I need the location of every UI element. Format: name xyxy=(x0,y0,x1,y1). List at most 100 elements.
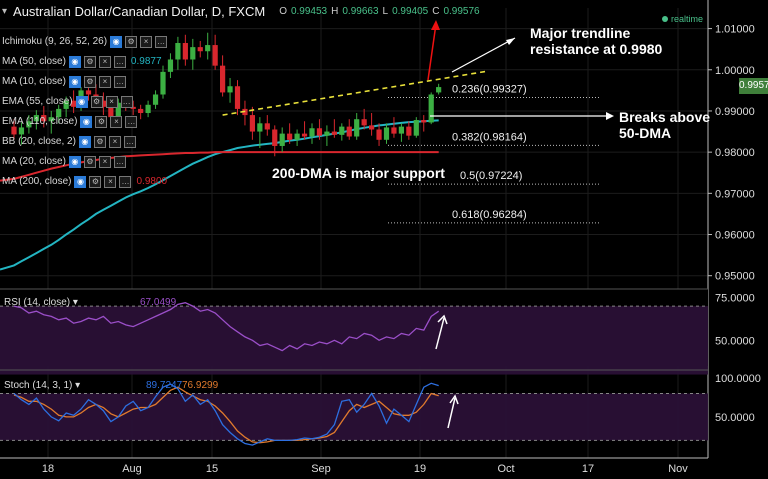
candle-body xyxy=(167,59,174,72)
price-tick-label: 0.98000 xyxy=(715,147,755,159)
indicator-row-ma20[interactable]: MA (20, close) ◉ ⚙ ×… xyxy=(2,154,131,169)
indicator-label: EMA (110, close) xyxy=(2,116,78,127)
settings-icon[interactable]: ⚙ xyxy=(83,75,96,88)
candle-body xyxy=(413,120,419,136)
more-icon[interactable]: … xyxy=(113,155,126,168)
more-icon[interactable]: … xyxy=(125,115,138,128)
rsi-band xyxy=(0,306,708,375)
time-tick-label: 18 xyxy=(42,463,54,475)
indicator-row-ema55[interactable]: EMA (55, close) ◉ ⚙ ×… xyxy=(2,94,138,109)
rsi-panel: 75.0000 50.0000 RSI (14, close) ▾ 67.0499 xyxy=(0,288,755,375)
indicator-row-ma200[interactable]: MA (200, close) ◉ ⚙ ×… 0.9800 xyxy=(2,174,167,189)
settings-icon[interactable]: ⚙ xyxy=(125,35,138,48)
arrowhead-trendline-note xyxy=(506,38,515,45)
candle-body xyxy=(205,45,211,52)
candle-body xyxy=(145,104,151,114)
indicator-row-bb[interactable]: BB (20, close, 2) ◉ ⚙ ×… xyxy=(2,134,141,149)
candle-body xyxy=(346,126,352,137)
realtime-dot-icon xyxy=(662,16,668,22)
eye-icon[interactable]: ◉ xyxy=(80,115,93,128)
close-label: C xyxy=(432,5,440,17)
indicator-row-ichimoku[interactable]: Ichimoku (9, 26, 52, 26) ◉ ⚙ ×… xyxy=(2,34,172,49)
candle-body xyxy=(421,120,427,123)
settings-icon[interactable]: ⚙ xyxy=(89,175,102,188)
indicator-label: MA (200, close) xyxy=(2,176,72,187)
ohlc-readout: O 0.99453 H 0.99663 L 0.99405 C 0.99576 xyxy=(279,6,479,17)
price-tick-label: 0.99000 xyxy=(715,106,755,118)
settings-icon[interactable]: ⚙ xyxy=(93,135,106,148)
candle-body xyxy=(220,65,226,93)
candle-body xyxy=(331,131,337,135)
eye-icon[interactable]: ◉ xyxy=(75,95,88,108)
close-icon[interactable]: × xyxy=(105,95,118,108)
candle-body xyxy=(41,115,47,122)
candle-body xyxy=(339,126,345,135)
close-icon[interactable]: × xyxy=(140,35,153,48)
price-tick-label: 0.96000 xyxy=(715,230,755,242)
more-icon[interactable]: … xyxy=(120,95,133,108)
time-tick-label: 19 xyxy=(414,463,426,475)
settings-icon[interactable]: ⚙ xyxy=(83,155,96,168)
settings-icon[interactable]: ⚙ xyxy=(95,115,108,128)
rsi-line xyxy=(13,302,440,352)
rsi-tick-label: 75.0000 xyxy=(715,293,755,305)
indicator-row-ma50[interactable]: MA (50, close) ◉ ⚙ ×… 0.9877 xyxy=(2,54,162,69)
candle-body xyxy=(227,86,233,93)
candle-body xyxy=(138,108,144,114)
close-icon[interactable]: × xyxy=(108,135,121,148)
symbol-title[interactable]: Australian Dollar/Canadian Dollar, D, FX… xyxy=(13,3,266,19)
candle-body xyxy=(182,43,188,60)
eye-icon[interactable]: ◉ xyxy=(68,75,81,88)
more-icon[interactable]: … xyxy=(113,75,126,88)
eye-icon[interactable]: ◉ xyxy=(68,155,81,168)
price-tick-label: 1.01000 xyxy=(715,24,755,36)
candle-body xyxy=(249,115,255,132)
candle-body xyxy=(234,86,241,109)
candle-body xyxy=(264,123,270,130)
arrow-trendline-note xyxy=(451,37,516,73)
time-tick-label: Sep xyxy=(311,463,331,475)
indicator-label: BB (20, close, 2) xyxy=(2,136,76,147)
indicator-label: MA (10, close) xyxy=(2,76,66,87)
arrow-stoch-up xyxy=(447,397,456,429)
close-icon[interactable]: × xyxy=(98,55,111,68)
chevron-down-icon[interactable]: ▾ xyxy=(2,5,8,17)
fibonacci-levels: 0.236(0.99327) 0.382(0.98164) 0.5(0.97224)… xyxy=(388,83,600,224)
more-icon[interactable]: … xyxy=(123,135,136,148)
stoch-tick-label: 50.0000 xyxy=(715,412,755,424)
time-tick-label: Oct xyxy=(497,463,514,475)
candle-body xyxy=(26,121,32,128)
indicator-value: 0.9877 xyxy=(130,56,162,67)
close-icon[interactable]: × xyxy=(98,75,111,88)
settings-icon[interactable]: ⚙ xyxy=(90,95,103,108)
price-tick-label: 0.95000 xyxy=(715,271,755,283)
stoch-d-value: 76.9299 xyxy=(182,380,219,391)
eye-icon[interactable]: ◉ xyxy=(68,55,81,68)
price-axis: 1.01000 1.00000 0.99000 0.98000 0.97000 0.960… xyxy=(707,0,755,458)
time-tick-label: 17 xyxy=(582,463,594,475)
close-icon[interactable]: × xyxy=(98,155,111,168)
eye-icon[interactable]: ◉ xyxy=(110,35,123,48)
fib-label: 0.236(0.99327) xyxy=(452,83,527,95)
indicator-row-ma10[interactable]: MA (10, close) ◉ ⚙ ×… xyxy=(2,74,131,89)
close-icon[interactable]: × xyxy=(110,115,123,128)
candle-body xyxy=(272,129,278,146)
candle-body xyxy=(33,115,39,122)
eye-icon[interactable]: ◉ xyxy=(74,175,87,188)
candle-body xyxy=(56,108,62,118)
indicator-row-ema110[interactable]: EMA (110, close) ◉ ⚙ ×… xyxy=(2,114,142,129)
eye-icon[interactable]: ◉ xyxy=(78,135,91,148)
annot-trendline-line1: Major trendline xyxy=(530,25,631,41)
high-label: H xyxy=(331,5,339,17)
arrow-red-up xyxy=(427,23,437,81)
open-value: 0.99453 xyxy=(290,5,328,17)
settings-icon[interactable]: ⚙ xyxy=(83,55,96,68)
time-tick-label: Nov xyxy=(668,463,688,475)
more-icon[interactable]: … xyxy=(155,35,168,48)
candle-body xyxy=(279,133,285,146)
fib-label: 0.382(0.98164) xyxy=(452,131,527,143)
more-icon[interactable]: … xyxy=(113,55,126,68)
close-icon[interactable]: × xyxy=(104,175,117,188)
more-icon[interactable]: … xyxy=(119,175,132,188)
indicator-label: EMA (55, close) xyxy=(2,96,73,107)
